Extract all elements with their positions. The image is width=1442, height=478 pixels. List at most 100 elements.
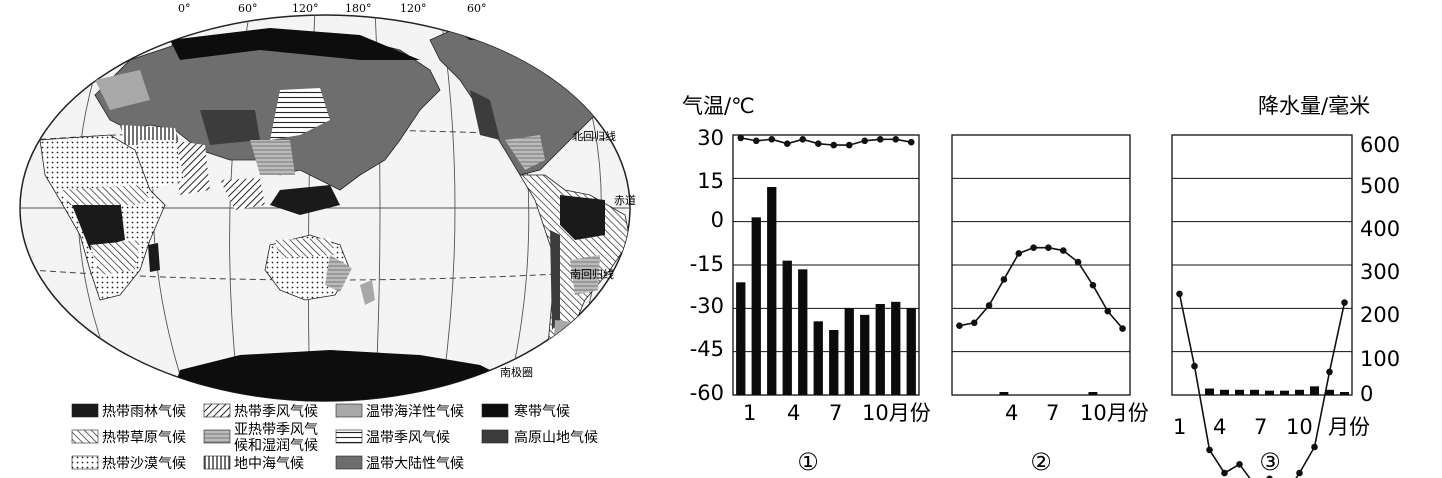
legend-swatch-desert [71, 455, 99, 470]
legend-label: 亚热带季风气 [234, 422, 318, 438]
temperature-point [768, 136, 776, 143]
temperature-point [1296, 469, 1303, 477]
legend-label: 地中海气候 [234, 456, 304, 472]
precip-bar [1205, 388, 1214, 395]
temperature-point [737, 134, 745, 142]
precip-bar [1220, 389, 1229, 395]
temperature-point [970, 319, 978, 327]
temperature-point [1266, 475, 1273, 478]
equator-label: 赤道 [614, 193, 636, 207]
temperature-point [1015, 250, 1023, 257]
precip-bar [813, 321, 823, 395]
precip-bar [782, 260, 792, 395]
legend-swatch-oceanic [335, 403, 363, 418]
temperature-point [783, 140, 791, 147]
lon-label: 60° [238, 2, 258, 15]
temperature-point [1236, 461, 1243, 468]
temperature-point [907, 138, 915, 146]
tropic-capricorn-label: 南回归线 [570, 267, 614, 281]
precip-bar [891, 301, 901, 395]
precip-bar [798, 269, 808, 395]
climate-chart-1 [732, 134, 920, 396]
precipitation-axis-title: 降水量/毫米 [1258, 94, 1370, 118]
temperature-point [985, 302, 993, 309]
precip-bar [736, 282, 746, 395]
chart-caption: ① [797, 448, 819, 476]
legend-label: 温带大陆性气候 [366, 456, 464, 472]
precip-bar [1295, 389, 1304, 395]
precip-tick-label: 400 [1360, 217, 1400, 241]
lon-label: 120° [292, 2, 319, 15]
temperature-point [1089, 281, 1097, 289]
temperature-line [959, 246, 1124, 330]
climate-chart-2 [951, 134, 1131, 396]
x-tick-label: 1 [743, 401, 756, 425]
precip-tick-label: 500 [1360, 174, 1400, 198]
x-tick-label: 月份 [1328, 415, 1370, 439]
x-tick-label: 4 [787, 401, 800, 425]
antarctic-circle-label: 南极圈 [500, 365, 533, 379]
temperature-axis-title: 气温/℃ [682, 94, 755, 118]
precip-bar [875, 304, 885, 395]
x-tick-label: 4 [1005, 401, 1018, 425]
legend-label: 热带沙漠气候 [102, 456, 186, 472]
legend-swatch-mediterranean [203, 455, 231, 470]
temperature-point [1104, 307, 1112, 315]
precip-bar [999, 392, 1009, 395]
precip-tick-label: 300 [1360, 260, 1400, 284]
temperature-point [1000, 276, 1008, 283]
x-tick-label: 4 [1213, 415, 1226, 439]
precip-bar [1088, 392, 1098, 395]
temp-tick-label: -60 [690, 381, 724, 405]
legend-swatch-rainforest [71, 403, 99, 418]
chart-caption: ③ [1259, 448, 1281, 476]
precip-bar [1265, 390, 1274, 395]
world-climate-map: 0° 60° 120° 180° 120° 60° 北回归线 赤道 南回归线 南… [19, 2, 636, 472]
lon-label: 0° [178, 2, 191, 15]
precip-tick-label: 200 [1360, 303, 1400, 327]
precip-bar [860, 314, 870, 395]
temperature-point [861, 137, 869, 145]
precip-bar [1340, 392, 1349, 395]
legend-swatch-continental [335, 455, 363, 470]
temperature-point [1119, 325, 1126, 332]
tropic-cancer-label: 北回归线 [572, 129, 616, 143]
legend-swatch-tempmonsoon [335, 429, 363, 444]
temperature-point [1311, 443, 1318, 451]
legend-swatch-polar [481, 403, 509, 418]
temp-tick-label: -45 [690, 337, 724, 361]
temperature-point [1059, 247, 1067, 254]
precip-bar [751, 217, 761, 395]
chart-caption: ② [1030, 448, 1052, 476]
temperature-point [1191, 362, 1198, 370]
legend-swatch-highland [481, 429, 509, 444]
precip-bar [906, 308, 916, 395]
lon-label: 60° [467, 2, 487, 15]
temp-tick-label: -15 [690, 252, 724, 276]
legend-label: 热带雨林气候 [102, 404, 186, 420]
legend-swatch-monsoon [203, 403, 231, 418]
temperature-point [814, 140, 822, 147]
temp-tick-label: 30 [697, 126, 724, 150]
lon-label: 120° [400, 2, 427, 15]
precip-tick-label: 100 [1360, 347, 1400, 371]
legend-swatch-savanna [71, 429, 99, 444]
precip-bar [1250, 389, 1259, 395]
temperature-point [799, 136, 807, 143]
temperature-point [1074, 258, 1082, 266]
legend-label: 热带草原气候 [102, 430, 186, 446]
temperature-point [1206, 446, 1213, 454]
temperature-line [1178, 293, 1346, 478]
temperature-point [1045, 244, 1052, 251]
temperature-point [1030, 244, 1037, 251]
temperature-point [1341, 299, 1348, 306]
x-tick-label: 10月份 [862, 401, 931, 425]
legend-label: 热带季风气候 [234, 404, 318, 420]
map-legend: 热带雨林气候 热带草原气候 热带沙漠气候 热带季风气候 亚热带季风气 候和湿润气… [71, 403, 598, 472]
precip-bar [1280, 390, 1289, 395]
x-tick-label: 7 [1254, 415, 1267, 439]
precip-bar [844, 308, 854, 395]
temperature-point [752, 137, 760, 145]
precip-bar [829, 330, 839, 395]
lon-label: 180° [345, 2, 372, 15]
